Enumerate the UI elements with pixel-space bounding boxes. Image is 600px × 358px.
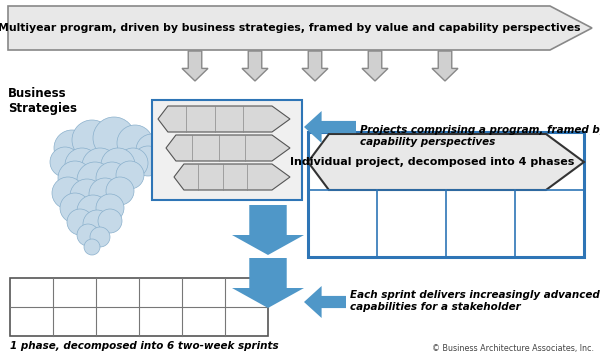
Circle shape	[50, 147, 80, 177]
Circle shape	[98, 209, 122, 233]
Circle shape	[93, 117, 135, 159]
Circle shape	[96, 162, 128, 194]
Circle shape	[101, 148, 135, 182]
Circle shape	[133, 146, 163, 176]
Text: Each sprint delivers increasingly advanced
capabilities for a stakeholder: Each sprint delivers increasingly advanc…	[350, 290, 600, 311]
Circle shape	[77, 162, 113, 198]
Circle shape	[54, 130, 90, 166]
Circle shape	[116, 161, 144, 189]
Circle shape	[82, 148, 118, 184]
Circle shape	[77, 195, 109, 227]
Polygon shape	[308, 134, 584, 190]
Circle shape	[90, 227, 110, 247]
Circle shape	[67, 209, 93, 235]
Circle shape	[83, 210, 111, 238]
Polygon shape	[304, 286, 346, 318]
Bar	[10, 278, 268, 336]
Polygon shape	[182, 51, 208, 81]
Circle shape	[77, 224, 99, 246]
Text: Business
Strategies: Business Strategies	[8, 87, 77, 115]
Polygon shape	[8, 6, 592, 50]
Circle shape	[65, 148, 99, 182]
Polygon shape	[232, 205, 304, 255]
Circle shape	[72, 120, 112, 160]
Text: Individual project, decomposed into 4 phases: Individual project, decomposed into 4 ph…	[290, 157, 574, 167]
Bar	[152, 100, 302, 200]
Polygon shape	[302, 51, 328, 81]
Polygon shape	[174, 164, 290, 190]
Polygon shape	[232, 258, 304, 308]
Circle shape	[118, 148, 148, 178]
Polygon shape	[304, 111, 356, 143]
Text: Multiyear program, driven by business strategies, framed by value and capability: Multiyear program, driven by business st…	[0, 23, 581, 33]
Polygon shape	[432, 51, 458, 81]
Circle shape	[96, 194, 124, 222]
Circle shape	[84, 239, 100, 255]
Circle shape	[60, 193, 90, 223]
Circle shape	[58, 161, 92, 195]
Polygon shape	[158, 106, 290, 132]
Circle shape	[89, 178, 121, 210]
Polygon shape	[242, 51, 268, 81]
Circle shape	[136, 134, 168, 166]
Circle shape	[52, 177, 84, 209]
Polygon shape	[166, 135, 290, 161]
Text: Projects comprising a program, framed by value and
capability perspectives: Projects comprising a program, framed by…	[360, 125, 600, 146]
Circle shape	[117, 125, 153, 161]
Circle shape	[106, 177, 134, 205]
Text: 1 phase, decomposed into 6 two-week sprints: 1 phase, decomposed into 6 two-week spri…	[10, 341, 278, 351]
Bar	[308, 132, 584, 257]
Polygon shape	[362, 51, 388, 81]
Text: © Business Architecture Associates, Inc.: © Business Architecture Associates, Inc.	[432, 344, 594, 353]
Circle shape	[70, 179, 104, 213]
